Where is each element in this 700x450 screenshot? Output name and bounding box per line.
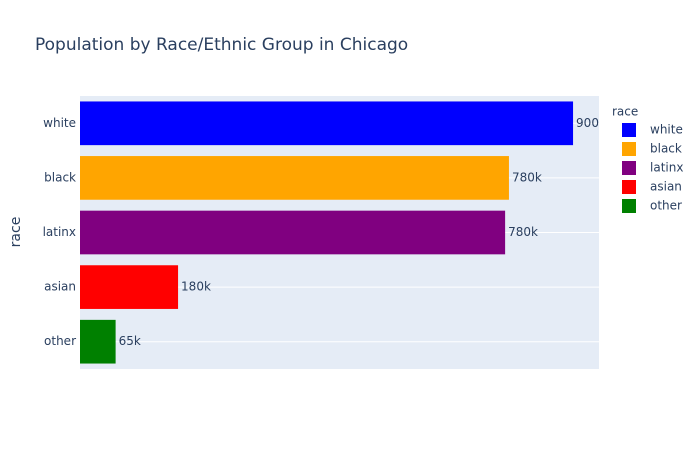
legend-swatch [622, 180, 636, 194]
data-label: 65k [119, 334, 141, 348]
data-label: 180k [181, 280, 211, 294]
legend-swatch [622, 161, 636, 175]
y-tick-label: asian [44, 280, 76, 294]
y-tick-label: black [44, 170, 76, 184]
y-axis-title: race [8, 217, 24, 248]
bar [80, 210, 506, 255]
y-tick-label: other [44, 334, 76, 348]
legend-label: black [650, 142, 682, 156]
chart-title: Population by Race/Ethnic Group in Chica… [35, 35, 408, 55]
legend-label: white [650, 123, 683, 137]
bar [80, 101, 574, 146]
legend-label: latinx [650, 161, 683, 175]
legend-swatch [622, 123, 636, 137]
data-label: 780k [508, 225, 538, 239]
legend-title: race [612, 105, 638, 119]
data-label: 900k [576, 116, 606, 130]
bar [80, 265, 179, 309]
bar [80, 156, 509, 200]
legend-label: other [650, 199, 682, 213]
plot: 900k 780k 780k 180k 65k [80, 101, 606, 364]
bar [80, 319, 116, 364]
y-tick-label: white [43, 116, 76, 130]
legend-label: asian [650, 180, 682, 194]
data-label: 780k [512, 170, 542, 184]
y-tick-label: latinx [43, 225, 76, 239]
legend-swatch [622, 142, 636, 156]
legend-swatch [622, 199, 636, 213]
